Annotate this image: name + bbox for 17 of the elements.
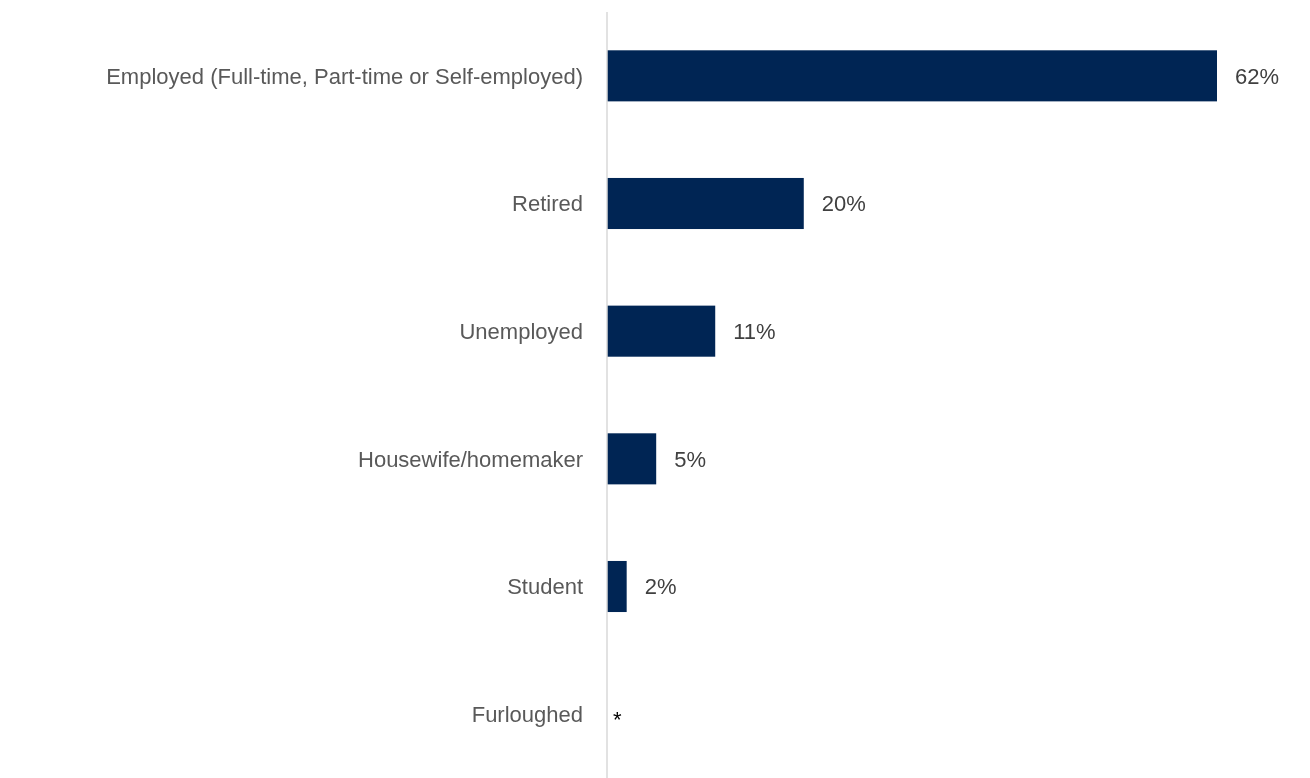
bar bbox=[607, 50, 1217, 102]
y-tick-label: Unemployed bbox=[459, 318, 583, 344]
bar bbox=[607, 177, 804, 230]
y-tick-label: Furloughed bbox=[471, 701, 583, 727]
y-tick-label: Retired bbox=[512, 191, 583, 217]
y-tick-label: Housewife/homemaker bbox=[358, 446, 583, 472]
y-tick-label: Student bbox=[507, 574, 583, 600]
text: * bbox=[613, 707, 622, 733]
data-label: 20% bbox=[821, 191, 866, 217]
bar bbox=[607, 305, 716, 357]
data-label: 62% bbox=[1235, 63, 1280, 89]
y-tick-label: Employed (Full-time, Part-time or Self-employed) bbox=[106, 63, 583, 89]
bar bbox=[607, 433, 657, 485]
bar bbox=[607, 560, 627, 613]
data-label: 11% bbox=[733, 318, 776, 344]
data-label: 5% bbox=[674, 446, 706, 472]
data-label: 2% bbox=[644, 574, 677, 600]
